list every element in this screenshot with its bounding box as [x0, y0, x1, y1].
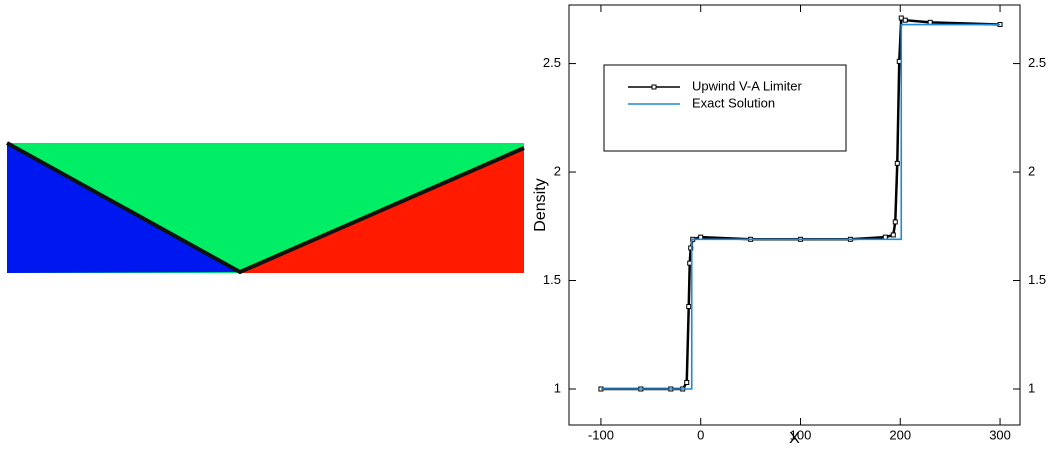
shock-line	[6, 141, 525, 275]
legend-label: Upwind V-A Limiter	[692, 78, 802, 93]
series-marker	[892, 219, 898, 225]
y-tick-label-right: 1	[1028, 380, 1035, 395]
x-tick-label: -100	[588, 427, 614, 442]
x-tick-label: 300	[989, 427, 1011, 442]
flow-image	[6, 141, 525, 275]
series-marker	[898, 15, 904, 21]
y-tick-label-right: 2.5	[1028, 55, 1046, 70]
series-marker	[902, 17, 908, 23]
x-tick-label: 0	[697, 427, 704, 442]
series-marker	[686, 304, 692, 310]
series-marker	[894, 160, 900, 166]
y-tick-label-right: 1.5	[1028, 272, 1046, 287]
y-tick-label: 2	[554, 163, 561, 178]
y-tick-label-right: 2	[1028, 163, 1035, 178]
series-marker	[688, 245, 694, 251]
y-tick-label: 2.5	[543, 55, 561, 70]
y-axis-label: Density	[532, 178, 549, 231]
legend-marker	[651, 84, 657, 90]
y-tick-label: 1.5	[543, 272, 561, 287]
x-axis-label: X	[789, 430, 800, 447]
x-tick-label: 200	[889, 427, 911, 442]
legend-box	[603, 64, 847, 152]
legend-label: Exact Solution	[692, 95, 775, 110]
y-tick-label: 1	[554, 380, 561, 395]
series-marker	[890, 232, 896, 238]
plot-frame	[568, 4, 1021, 426]
x-tick-label: 100	[790, 427, 812, 442]
series-marker	[684, 379, 690, 385]
series-line	[600, 23, 1001, 390]
